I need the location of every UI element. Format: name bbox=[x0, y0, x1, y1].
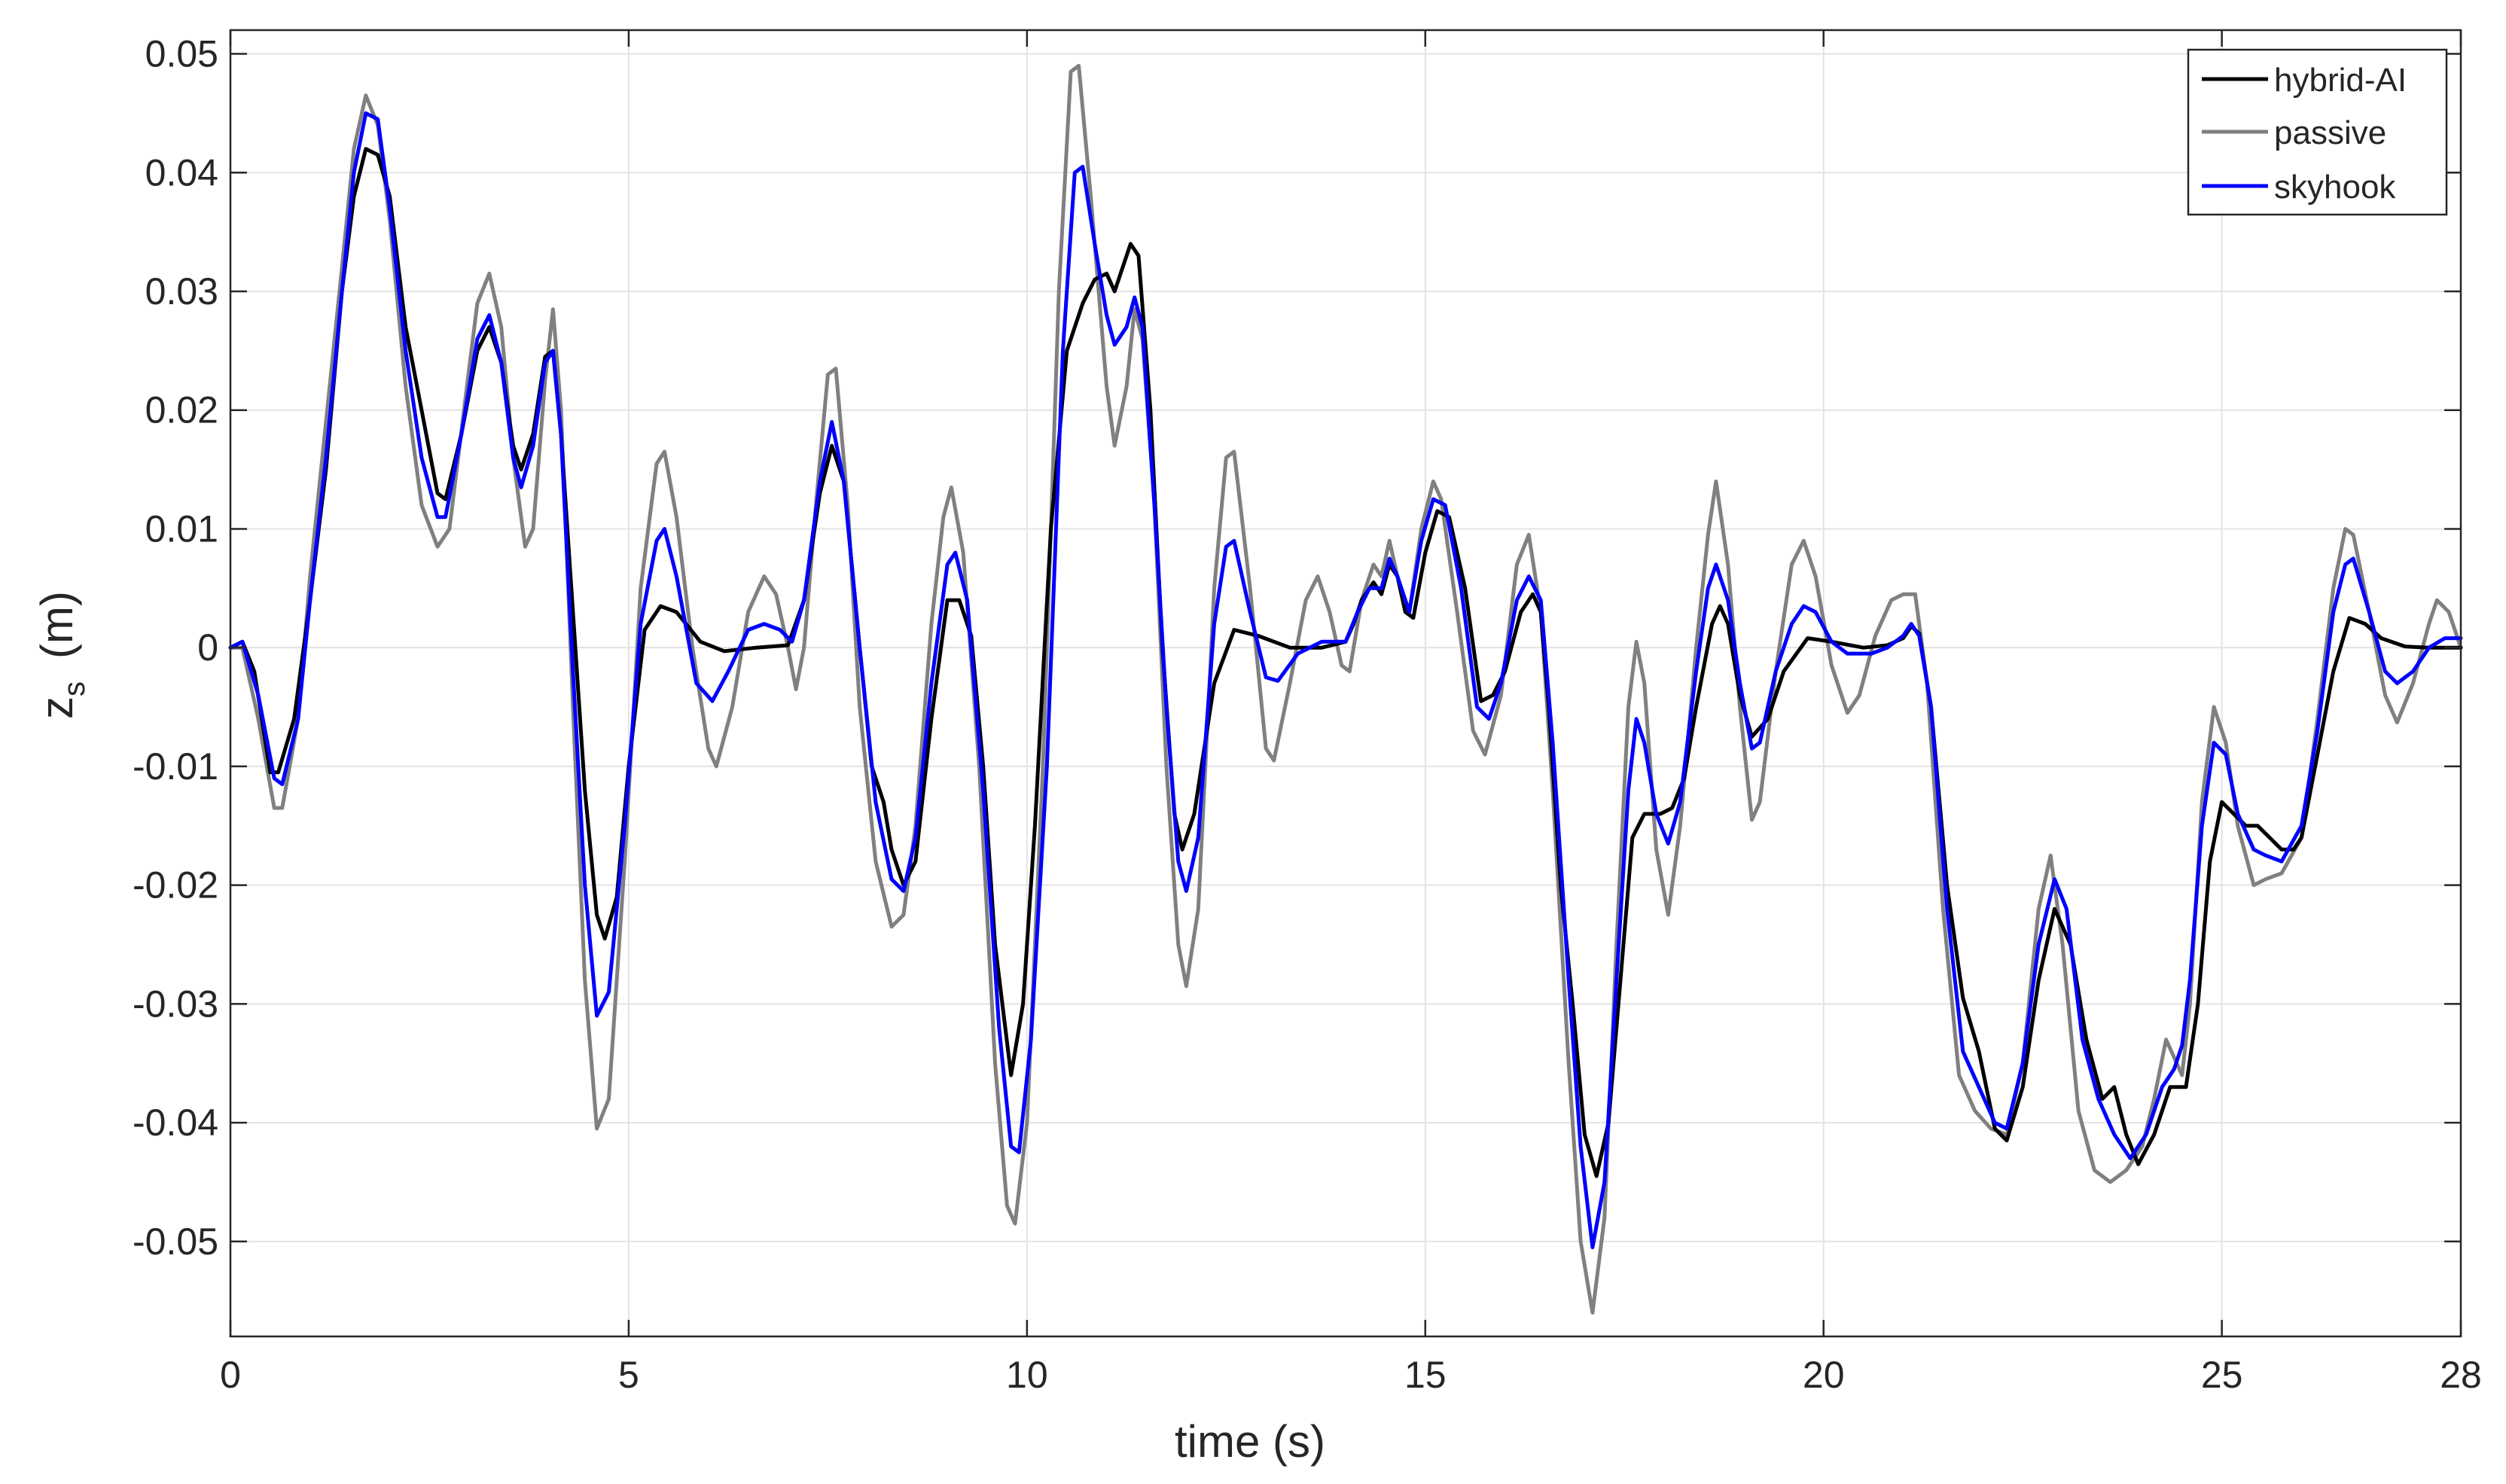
y-tick-label: 0.04 bbox=[145, 151, 218, 193]
legend-label-skyhook: skyhook bbox=[2274, 169, 2396, 206]
y-tick-label: -0.05 bbox=[133, 1220, 218, 1263]
y-tick-label: 0 bbox=[197, 626, 218, 669]
x-tick-label: 0 bbox=[220, 1354, 241, 1396]
y-axis-symbol: z bbox=[32, 696, 82, 719]
plot-frame bbox=[229, 29, 2462, 1338]
y-tick-label: 0.05 bbox=[145, 33, 218, 75]
legend: hybrid-AI passive skyhook bbox=[2187, 48, 2448, 216]
grid bbox=[230, 30, 2462, 1336]
y-tick-label: -0.03 bbox=[133, 983, 218, 1025]
series-line-passive bbox=[228, 63, 2463, 1315]
y-axis-subscript: s bbox=[58, 681, 91, 696]
y-tick-label: -0.02 bbox=[133, 864, 218, 907]
x-tick-label: 10 bbox=[1006, 1354, 1048, 1396]
x-tick-labels: 0 5 10 15 20 25 28 bbox=[220, 1354, 2482, 1396]
legend-label-hybrid-ai: hybrid-AI bbox=[2274, 62, 2407, 99]
y-tick-labels: 0.05 0.04 0.03 0.02 0.01 0 -0.01 -0.02 -0.03 -0.0… bbox=[133, 33, 218, 1263]
x-tick-label: 15 bbox=[1404, 1354, 1447, 1396]
y-tick-label: 0.02 bbox=[145, 389, 218, 431]
y-tick-label: 0.03 bbox=[145, 270, 218, 312]
y-axis-unit: (m) bbox=[32, 591, 82, 659]
x-axis-title: time (s) bbox=[1175, 1416, 1325, 1467]
legend-label-passive: passive bbox=[2274, 114, 2386, 151]
y-tick-label: -0.04 bbox=[133, 1102, 218, 1144]
x-tick-label: 20 bbox=[1803, 1354, 1845, 1396]
axis-ticks bbox=[229, 30, 2462, 1336]
x-tick-label: 5 bbox=[618, 1354, 639, 1396]
y-axis-title: zs (m) bbox=[32, 591, 91, 719]
y-tick-label: 0.01 bbox=[145, 507, 218, 550]
x-tick-label: 25 bbox=[2201, 1354, 2243, 1396]
y-tick-label: -0.01 bbox=[133, 745, 218, 788]
series-line-skyhook bbox=[228, 111, 2463, 1250]
series-lines bbox=[228, 63, 2463, 1315]
x-tick-label: 28 bbox=[2440, 1354, 2482, 1396]
